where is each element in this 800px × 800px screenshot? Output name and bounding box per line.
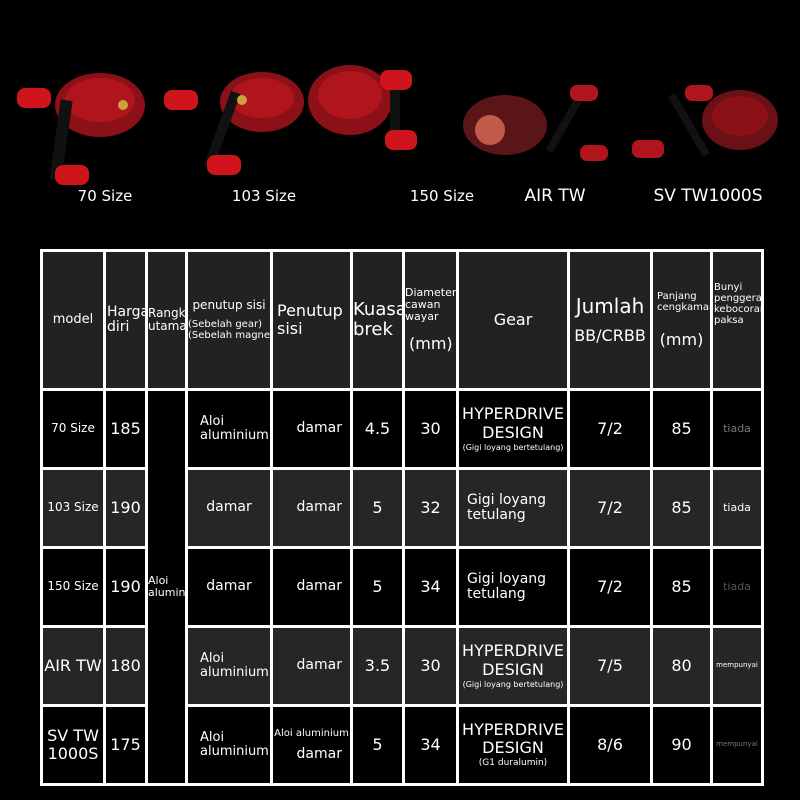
cell-panjang: 85 bbox=[650, 388, 713, 470]
cell-panjang: 90 bbox=[650, 704, 713, 786]
header-jumlah-label: Jumlah bbox=[575, 294, 645, 319]
gear-note: (Gigi loyang bertetulang) bbox=[462, 679, 564, 689]
cell-kuasa: 5 bbox=[350, 546, 405, 628]
header-penutup-sisi-gear-title: penutup sisi bbox=[192, 298, 266, 313]
reel-label: AIR TW bbox=[524, 186, 586, 206]
header-row: model Harga diri Rangka utama penutup si… bbox=[40, 249, 764, 391]
header-jumlah: Jumlah BB/CRBB bbox=[567, 249, 653, 391]
header-kuasa-brek: Kuasa brek bbox=[350, 249, 405, 391]
gear-name: HYPERDRIVE DESIGN bbox=[462, 641, 564, 679]
gear-note: (Gigi loyang bertetulang) bbox=[462, 442, 564, 452]
cell-harga: 180 bbox=[103, 625, 148, 707]
table-row: AIR TW 180 Aloi aluminium damar 3.5 30 H… bbox=[40, 625, 764, 707]
header-diameter-unit: (mm) bbox=[409, 334, 453, 354]
cell-penutup-gear: Aloi aluminium bbox=[185, 704, 273, 786]
cell-model: 103 Size bbox=[40, 467, 106, 549]
cell-kuasa: 5 bbox=[350, 467, 405, 549]
cell-penutup-sisi: damar bbox=[270, 625, 353, 707]
header-rangka: Rangka utama bbox=[145, 249, 188, 391]
cell-panjang: 80 bbox=[650, 625, 713, 707]
gear-name: HYPERDRIVE DESIGN bbox=[462, 719, 564, 758]
gear-name: HYPERDRIVE DESIGN bbox=[462, 404, 564, 442]
cell-penutup-sisi-top: Aloi aluminium bbox=[274, 727, 349, 739]
header-penutup-sisi: Penutup sisi bbox=[270, 249, 353, 391]
cell-bunyi: mempunyai bbox=[710, 625, 764, 707]
cell-panjang: 85 bbox=[650, 467, 713, 549]
cell-penutup-sisi: damar bbox=[270, 467, 353, 549]
reel-image-air-tw bbox=[463, 85, 608, 161]
cell-harga: 175 bbox=[103, 704, 148, 786]
gear-note: (G1 duralumin) bbox=[478, 758, 548, 769]
cell-gear: HYPERDRIVE DESIGN (G1 duralumin) bbox=[456, 704, 570, 786]
header-sub-magnet: (Sebelah magnet) bbox=[188, 329, 272, 341]
cell-jumlah: 7/5 bbox=[567, 625, 653, 707]
header-diameter-label: Diameter cawan wayar bbox=[405, 286, 457, 324]
table-row: 103 Size 190 damar damar 5 32 Gigi loyan… bbox=[40, 467, 764, 549]
cell-bunyi: tiada bbox=[710, 388, 764, 470]
cell-harga: 190 bbox=[103, 546, 148, 628]
cell-diameter: 34 bbox=[402, 546, 459, 628]
cell-diameter: 34 bbox=[402, 704, 459, 786]
reel-image-70 bbox=[17, 73, 145, 185]
cell-diameter: 30 bbox=[402, 625, 459, 707]
cell-gear: HYPERDRIVE DESIGN (Gigi loyang bertetulan… bbox=[456, 625, 570, 707]
cell-kuasa: 5 bbox=[350, 704, 405, 786]
cell-model: 70 Size bbox=[40, 388, 106, 470]
reel-image-103 bbox=[164, 72, 304, 175]
cell-penutup-gear: damar bbox=[185, 467, 273, 549]
cell-model: SV TW 1000S bbox=[40, 704, 106, 786]
cell-model: 150 Size bbox=[40, 546, 106, 628]
cell-gear: Gigi loyang tetulang bbox=[456, 467, 570, 549]
cell-gear: HYPERDRIVE DESIGN (Gigi loyang bertetulan… bbox=[456, 388, 570, 470]
header-panjang: Panjang cengkaman (mm) bbox=[650, 249, 713, 391]
cell-diameter: 30 bbox=[402, 388, 459, 470]
reel-image-sv-tw1000s bbox=[632, 85, 778, 158]
cell-bunyi: tiada bbox=[710, 467, 764, 549]
header-harga: Harga diri bbox=[103, 249, 148, 391]
cell-penutup-gear: Aloi aluminium bbox=[185, 625, 273, 707]
header-sub-gear: (Sebelah gear) bbox=[188, 318, 262, 330]
header-gear: Gear bbox=[456, 249, 570, 391]
reel-label: 103 Size bbox=[231, 187, 297, 205]
cell-harga: 185 bbox=[103, 388, 148, 470]
cell-penutup-gear: damar bbox=[185, 546, 273, 628]
cell-bunyi: mempunyai bbox=[710, 704, 764, 786]
cell-kuasa: 4.5 bbox=[350, 388, 405, 470]
cell-bunyi: tiada bbox=[710, 546, 764, 628]
cell-kuasa: 3.5 bbox=[350, 625, 405, 707]
cell-jumlah: 7/2 bbox=[567, 388, 653, 470]
header-jumlah-sub: BB/CRBB bbox=[574, 326, 646, 346]
cell-penutup-gear: Aloi aluminium bbox=[185, 388, 273, 470]
cell-jumlah: 7/2 bbox=[567, 467, 653, 549]
cell-jumlah: 7/2 bbox=[567, 546, 653, 628]
cell-model: AIR TW bbox=[40, 625, 106, 707]
cell-penutup-sisi: damar bbox=[270, 546, 353, 628]
cell-rangka-utama: Aloi aluminium bbox=[145, 388, 188, 786]
table-row: 70 Size 185 Aloi aluminium Aloi aluminiu… bbox=[40, 388, 764, 786]
cell-jumlah: 8/6 bbox=[567, 704, 653, 786]
header-panjang-label: Panjang cengkaman bbox=[657, 291, 712, 314]
cell-panjang: 85 bbox=[650, 546, 713, 628]
cell-penutup-sisi: damar bbox=[270, 388, 353, 470]
table-row: 150 Size 190 damar damar 5 34 Gigi loyan… bbox=[40, 546, 764, 628]
header-diameter: Diameter cawan wayar (mm) bbox=[402, 249, 459, 391]
cell-gear: Gigi loyang tetulang bbox=[456, 546, 570, 628]
reel-label: 70 Size bbox=[77, 187, 133, 205]
cell-penutup-sisi: Aloi aluminium damar bbox=[270, 704, 353, 786]
header-bunyi: Bunyi penggera kebocoran paksa bbox=[710, 249, 764, 391]
header-penutup-sisi-gear: penutup sisi (Sebelah gear) (Sebelah mag… bbox=[185, 249, 273, 391]
header-panjang-unit: (mm) bbox=[659, 330, 704, 350]
cell-penutup-sisi-value: damar bbox=[296, 745, 342, 762]
reel-image-150 bbox=[308, 65, 417, 150]
header-model: model bbox=[40, 249, 106, 391]
cell-diameter: 32 bbox=[402, 467, 459, 549]
reel-label: 150 Size bbox=[409, 187, 475, 205]
cell-harga: 190 bbox=[103, 467, 148, 549]
table-row: SV TW 1000S 175 Aloi aluminium Aloi alum… bbox=[40, 704, 764, 786]
reel-label: SV TW1000S bbox=[653, 186, 763, 206]
spec-table: model Harga diri Rangka utama penutup si… bbox=[40, 249, 764, 786]
